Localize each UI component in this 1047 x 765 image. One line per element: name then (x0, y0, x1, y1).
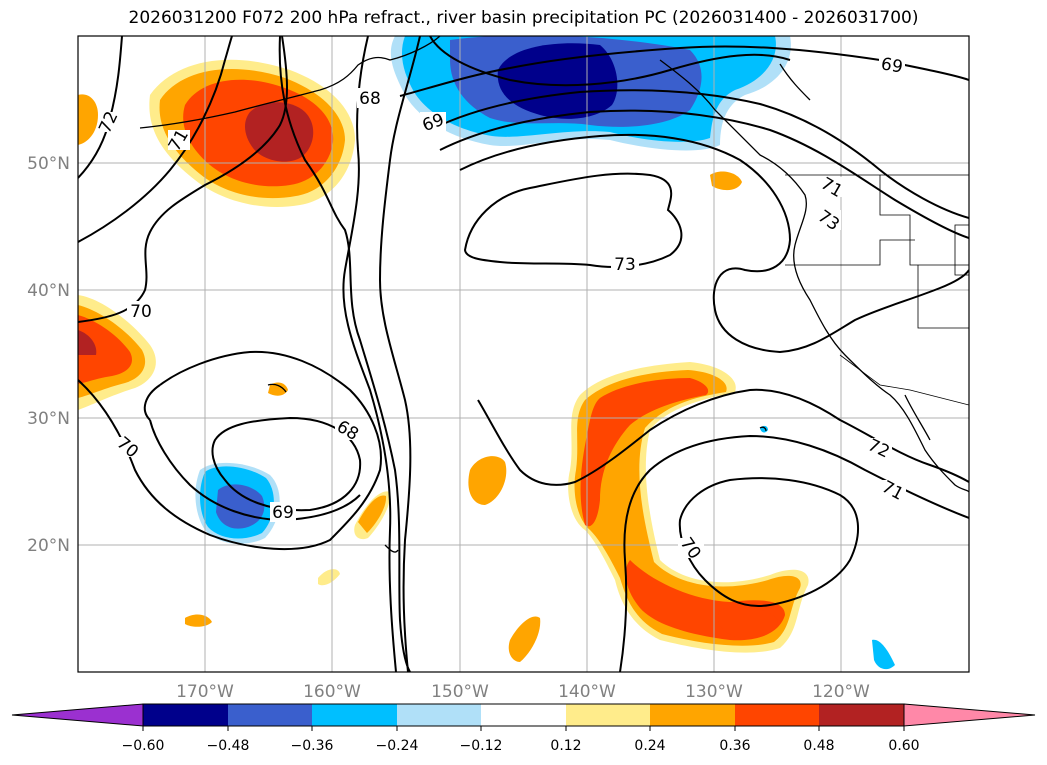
lat-axis: 50°N 40°N 30°N 20°N (27, 154, 70, 556)
contour-70-se (678, 477, 860, 607)
colorbar-bin (819, 704, 904, 726)
map-frame (77, 35, 970, 673)
lon-label-150w: 150°W (431, 682, 489, 702)
colorbar-tick-label: −0.36 (291, 738, 334, 754)
contour-lines (78, 36, 969, 672)
colorbar-tick-label: 0.12 (550, 738, 581, 754)
precip-blob-mid1 (468, 456, 507, 505)
lat-label-30n: 30°N (27, 409, 70, 429)
contour-label-69-east: 69 (879, 54, 904, 77)
colorbar-bin (735, 704, 819, 726)
colorbar-extend-high (903, 703, 1036, 727)
contour-label-70: 70 (130, 302, 152, 322)
borders (785, 174, 969, 406)
lat-label-40n: 40°N (27, 281, 70, 301)
map-title: 2026031200 F072 200 hPa refract., river … (128, 8, 919, 28)
contour-71-west (78, 36, 233, 243)
colorbar-tick-label: 0.24 (634, 738, 665, 754)
lon-label-120w: 120°W (812, 682, 870, 702)
contour-label-73-mid: 73 (614, 255, 636, 275)
colorbar-tick-label: −0.48 (207, 738, 250, 754)
colorbar: −0.60 −0.48 −0.36 −0.24 −0.12 0.12 0.24 … (11, 703, 1036, 754)
lat-label-20n: 20°N (27, 536, 70, 556)
lon-label-160w: 160°W (303, 682, 361, 702)
colorbar-bin (143, 704, 228, 726)
lon-label-140w: 140°W (558, 682, 616, 702)
colorbar-extend-low (11, 703, 144, 727)
coastlines (139, 36, 969, 553)
colorbar-bin (312, 704, 397, 726)
grid-lines (78, 36, 969, 672)
colorbar-tick-label: 0.60 (888, 738, 919, 754)
colorbar-tick-label: −0.60 (122, 738, 165, 754)
precip-shading (78, 36, 895, 670)
colorbar-tick-label: −0.24 (376, 738, 419, 754)
colorbar-bin (566, 704, 650, 726)
colorbar-bin (650, 704, 735, 726)
lon-axis: 170°W 160°W 150°W 140°W 130°W 120°W (176, 682, 870, 702)
colorbar-bin (481, 704, 566, 726)
lon-label-130w: 130°W (685, 682, 743, 702)
colorbar-tick-label: 0.48 (803, 738, 834, 754)
contour-loop-68 (278, 36, 411, 672)
colorbar-bin (397, 704, 481, 726)
contour-70-west (78, 36, 288, 323)
colorbar-tick-label: 0.36 (719, 738, 750, 754)
colorbar-tick-label: −0.12 (460, 738, 503, 754)
lon-label-170w: 170°W (176, 682, 234, 702)
contour-label-68-north: 68 (359, 89, 381, 109)
colorbar-frame (142, 703, 905, 727)
lat-label-50n: 50°N (27, 154, 70, 174)
colorbar-bin (228, 704, 312, 726)
contour-label-69-south: 69 (272, 503, 294, 523)
contour-73-mid (463, 172, 683, 268)
